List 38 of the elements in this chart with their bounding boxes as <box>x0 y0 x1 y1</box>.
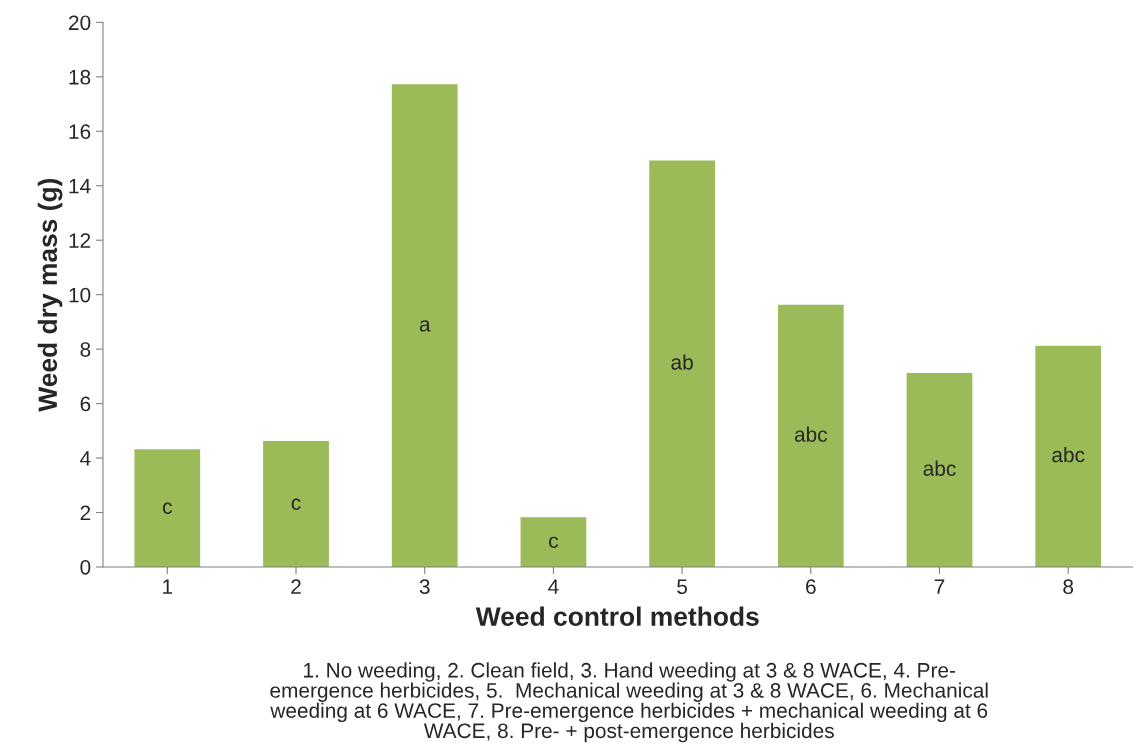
annotation: c <box>162 502 172 515</box>
y-tick-label: 2 <box>80 505 91 521</box>
x-axis-title: Weed control methods <box>475 606 759 626</box>
x-tick-label: 1 <box>163 579 173 594</box>
bar <box>777 304 844 567</box>
y-tick-label: 14 <box>69 178 91 194</box>
y-axis-title: Weed dry mass (g) <box>37 178 63 412</box>
x-tick-label: 4 <box>548 579 559 594</box>
y-tick-label: 8 <box>80 342 91 357</box>
annotation: abc <box>1052 446 1085 463</box>
bar <box>520 517 587 567</box>
x-tick-label: 2 <box>291 579 301 594</box>
y-tick-label: 4 <box>80 451 91 466</box>
x-tick-label: 3 <box>419 579 430 595</box>
y-tick-label: 12 <box>69 233 91 248</box>
y-tick-label: 6 <box>80 396 91 412</box>
annotation: abc <box>923 460 956 476</box>
annotation: abc <box>794 426 828 442</box>
bar <box>134 449 201 567</box>
annotation: ab <box>671 354 693 370</box>
bar <box>906 372 973 567</box>
x-tick-label: 7 <box>934 579 945 594</box>
y-tick-label: 0 <box>80 559 91 575</box>
bar <box>1035 345 1102 567</box>
bar <box>391 84 458 567</box>
annotation: c <box>291 498 301 510</box>
text: 1. No weeding, 2. Clean field, 3. Hand weeding at 3 & 8 WACE, 4. Pre- emergence herbicides, 5. Mechanical weeding at 3 & 8 WACE, 6. Mechanical weeding at 6 WACE, 7. Pre-emergence herbicides + mechanical weeding at 6 WACE, 8. Pre- + post-emergence herbicides <box>270 662 988 743</box>
bar <box>649 160 715 567</box>
y-tick-label: 20 <box>69 15 91 31</box>
y-tick-label: 10 <box>69 287 91 303</box>
x-tick-label: 8 <box>1063 579 1074 595</box>
y-tick-label: 16 <box>69 124 91 140</box>
y-tick-label: 18 <box>69 69 91 85</box>
bar <box>263 441 329 567</box>
annotation: c <box>549 536 559 549</box>
x-tick-label: 6 <box>806 579 816 595</box>
x-tick-label: 5 <box>677 579 688 595</box>
annotation: a <box>419 320 431 332</box>
